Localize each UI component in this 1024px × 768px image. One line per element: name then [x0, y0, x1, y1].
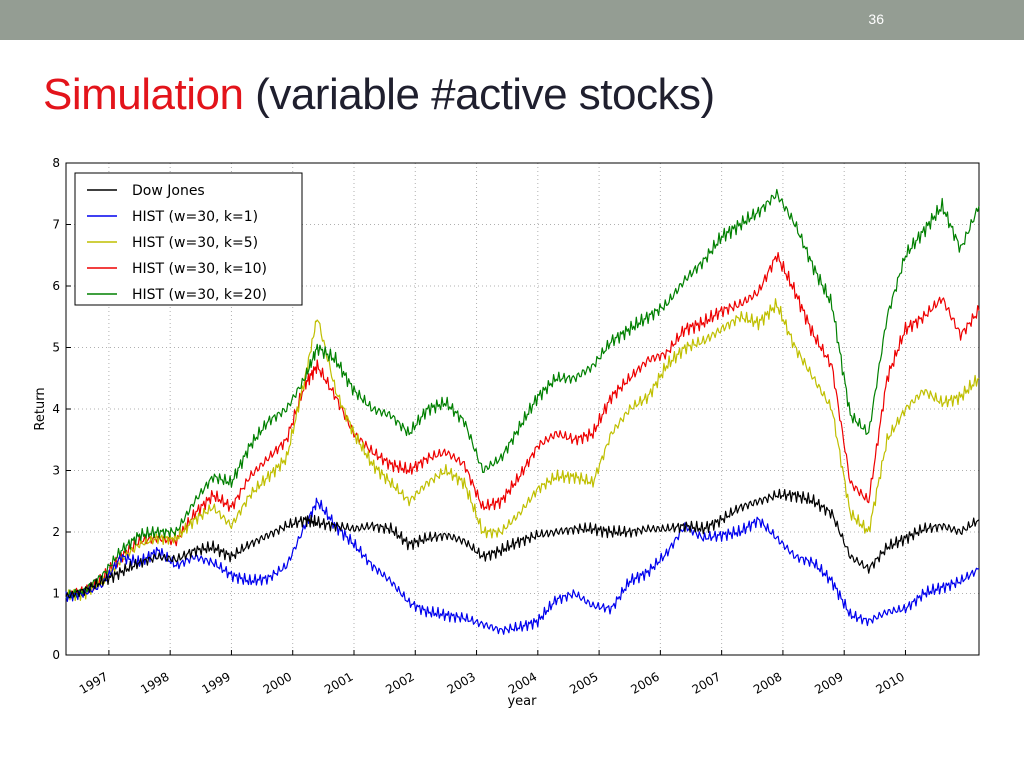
x-tick-label: 2008: [751, 669, 784, 696]
legend-label: HIST (w=30, k=5): [132, 235, 258, 251]
legend-label: HIST (w=30, k=20): [132, 287, 267, 303]
x-tick-label: 1998: [138, 669, 171, 696]
legend-label: HIST (w=30, k=1): [132, 209, 258, 225]
x-tick-label: 2004: [506, 669, 539, 696]
y-tick-label: 4: [52, 402, 60, 416]
series-line: [65, 188, 980, 599]
legend-label: Dow Jones: [132, 183, 205, 199]
x-tick-label: 2003: [445, 669, 478, 696]
legend-box: [74, 172, 303, 306]
y-tick-label: 2: [52, 525, 60, 539]
y-tick-label: 3: [52, 464, 60, 478]
x-tick-label: 2001: [322, 669, 355, 696]
legend-label: HIST (w=30, k=10): [132, 261, 267, 277]
x-tick-label: 2000: [261, 669, 294, 696]
x-axis-label: year: [507, 694, 537, 709]
x-tick-label: 1999: [199, 669, 232, 696]
x-tick-label: 2006: [628, 669, 661, 696]
line-chart: 0 1 2 3 4 5 6 7 8 1997 1998 1999 2000 2001 2002 2003 200…: [33, 156, 980, 709]
x-tick-label: 2009: [812, 669, 845, 696]
x-tick-label: 2007: [690, 669, 723, 696]
slide-number: 36: [868, 11, 884, 27]
slide-title-rest: (variable #active stocks): [255, 70, 715, 119]
top-bar: 36: [0, 0, 1024, 40]
y-tick-label: 7: [52, 218, 60, 232]
series-line: [65, 298, 980, 602]
series-lines: [65, 188, 980, 635]
legend: Dow Jones HIST (w=30, k=1) HIST (w=30, k=5…: [74, 172, 303, 306]
x-tick-label: 2005: [567, 669, 600, 696]
slide-title: Simulation (variable #active stocks): [43, 70, 715, 120]
x-tick-label: 1997: [77, 669, 110, 696]
x-tick-label: 2010: [874, 669, 907, 696]
y-tick-label: 1: [52, 587, 60, 601]
y-axis-label: Return: [33, 387, 48, 430]
series-line: [65, 251, 980, 599]
y-tick-label: 6: [52, 279, 60, 293]
series-line: [65, 488, 980, 599]
y-tick-label: 5: [52, 341, 60, 355]
y-tick-label: 0: [52, 648, 60, 662]
slide-title-accent: Simulation: [43, 70, 244, 119]
series-line: [65, 497, 979, 635]
y-tick-label: 8: [52, 156, 60, 170]
x-tick-label: 2002: [383, 669, 416, 696]
chart-container: 0 1 2 3 4 5 6 7 8 1997 1998 1999 2000 2001 2002 2003 200…: [0, 150, 1024, 730]
